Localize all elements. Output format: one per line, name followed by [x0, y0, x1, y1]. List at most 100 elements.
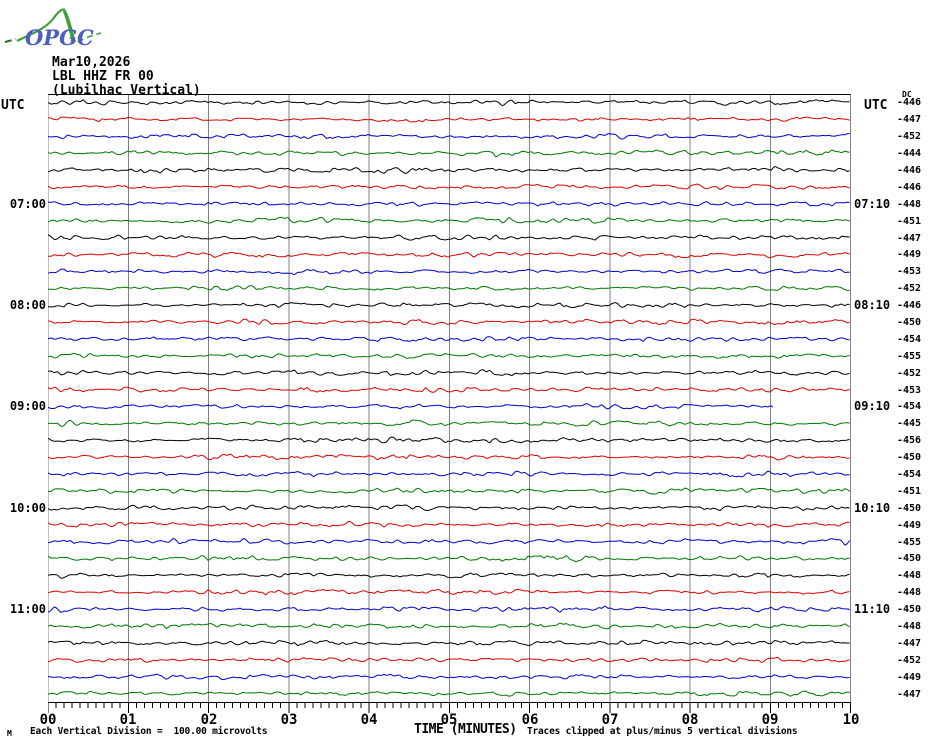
- dc-offset-value: -452: [897, 131, 922, 142]
- minute-tick-label: 04: [360, 712, 378, 728]
- dc-offset-value: -446: [897, 165, 922, 176]
- trace-row-18: [48, 403, 774, 410]
- hour-label-left: 09:00: [9, 399, 46, 413]
- dc-offset-value: -453: [897, 385, 922, 396]
- dc-offset-value: -452: [897, 655, 922, 666]
- logo-dash-left: [4, 38, 17, 43]
- dc-offset-value: -449: [897, 672, 922, 683]
- dc-offset-value: -448: [897, 587, 922, 598]
- trace-row-9: [48, 251, 850, 259]
- trace-row-5: [48, 183, 850, 190]
- trace-row-11: [48, 284, 850, 292]
- dc-column-header: DC: [902, 90, 912, 99]
- trace-row-6: [48, 201, 850, 207]
- minute-tick-label: 03: [280, 712, 298, 728]
- dc-offset-value: -447: [897, 689, 922, 700]
- utc-label-left: UTC: [1, 98, 25, 113]
- x-axis-title: TIME (MINUTES): [414, 722, 517, 737]
- dc-offset-value: -456: [897, 435, 922, 446]
- minute-tick-label: 07: [601, 712, 619, 728]
- plot-date: Mar10,2026: [52, 55, 131, 70]
- dc-offset-value: -448: [897, 199, 922, 210]
- trace-row-29: [48, 588, 850, 596]
- trace-row-33: [48, 656, 850, 664]
- dc-offset-value: -450: [897, 317, 922, 328]
- trace-row-22: [48, 470, 850, 478]
- dc-offset-value: -455: [897, 537, 922, 548]
- hour-label-right: 08:10: [854, 298, 891, 312]
- logo-dash-right: [77, 32, 102, 43]
- minute-tick-label: 05: [440, 712, 458, 728]
- trace-row-4: [48, 166, 850, 174]
- minute-tick-label: 00: [39, 712, 57, 728]
- dc-offset-value: -450: [897, 503, 922, 514]
- trace-row-14: [48, 336, 850, 342]
- trace-row-26: [48, 538, 850, 546]
- dc-offset-value: -454: [897, 469, 922, 480]
- dc-offset-value: -451: [897, 216, 922, 227]
- dc-offset-value: -450: [897, 553, 922, 564]
- minute-tick-label: 09: [761, 712, 779, 728]
- opgc-logo[interactable]: OPGC: [3, 2, 107, 48]
- trace-row-20: [48, 436, 850, 444]
- trace-row-7: [48, 216, 850, 224]
- minute-tick-label: 06: [521, 712, 539, 728]
- trace-row-16: [48, 369, 850, 377]
- trace-row-27: [48, 555, 850, 563]
- dc-offset-value: -453: [897, 266, 922, 277]
- dc-offset-value: -449: [897, 249, 922, 260]
- dc-offset-value: -448: [897, 570, 922, 581]
- trace-row-3: [48, 149, 850, 158]
- minute-tick-label: 02: [200, 712, 218, 728]
- dc-offset-value: -454: [897, 401, 922, 412]
- hour-label-right: 07:10: [854, 197, 891, 211]
- hour-label-left: 07:00: [9, 197, 46, 211]
- helicorder-plot: [48, 94, 851, 713]
- trace-row-25: [48, 520, 850, 528]
- logo-peak: [63, 9, 76, 43]
- minute-tick-label: 10: [842, 712, 860, 728]
- trace-row-2: [48, 132, 850, 140]
- trace-row-28: [48, 572, 850, 579]
- trace-row-0: [48, 99, 850, 107]
- utc-label-right: UTC: [864, 98, 888, 113]
- hour-label-right: 11:10: [854, 602, 891, 616]
- hour-label-left: 08:00: [9, 298, 46, 312]
- trace-row-32: [48, 639, 850, 647]
- trace-row-15: [48, 352, 850, 359]
- trace-row-24: [48, 504, 850, 512]
- station-code: LBL HHZ FR 00: [52, 69, 154, 84]
- scale-footnote: Each Vertical Division = 100.00 microvol…: [30, 726, 268, 737]
- dc-offset-value: -455: [897, 351, 922, 362]
- dc-offset-value: -445: [897, 418, 922, 429]
- dc-offset-value: -454: [897, 334, 922, 345]
- hour-label-left: 10:00: [9, 501, 46, 515]
- trace-row-31: [48, 622, 850, 630]
- dc-offset-value: -447: [897, 114, 922, 125]
- logo-text: OPGC: [25, 25, 94, 48]
- trace-row-23: [48, 487, 850, 495]
- minute-tick-label: 01: [119, 712, 137, 728]
- dc-offset-value: -446: [897, 300, 922, 311]
- dc-offset-value: -449: [897, 520, 922, 531]
- trace-row-35: [48, 690, 850, 697]
- dc-offset-value: -452: [897, 283, 922, 294]
- minute-tick-label: 08: [681, 712, 699, 728]
- dc-offset-value: -446: [897, 182, 922, 193]
- trace-row-1: [48, 116, 850, 123]
- trace-row-19: [48, 419, 850, 427]
- dc-offset-value: -451: [897, 486, 922, 497]
- dc-offset-value: -447: [897, 233, 922, 244]
- clip-footnote: Traces clipped at plus/minus 5 vertical …: [527, 726, 798, 737]
- dc-offset-value: -452: [897, 368, 922, 379]
- footer-mark: M: [7, 729, 12, 738]
- trace-row-8: [48, 234, 850, 241]
- logo-curve-rise: [16, 8, 66, 42]
- trace-row-13: [48, 318, 850, 326]
- dc-offset-value: -446: [897, 97, 922, 108]
- trace-row-10: [48, 268, 850, 276]
- hour-label-left: 11:00: [9, 602, 46, 616]
- dc-offset-value: -444: [897, 148, 922, 159]
- dc-offset-value: -450: [897, 604, 922, 615]
